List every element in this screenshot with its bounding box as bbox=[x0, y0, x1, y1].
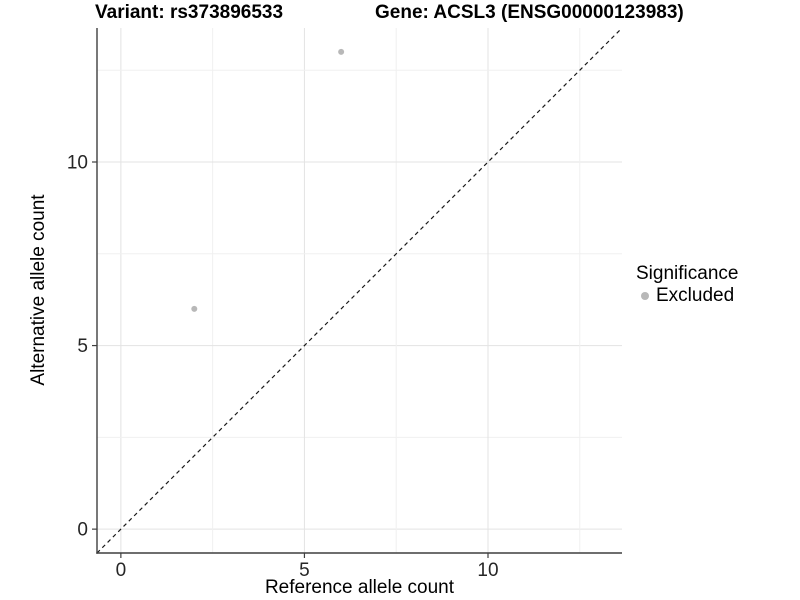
y-tick-label: 0 bbox=[77, 520, 88, 541]
legend: Significance Excluded bbox=[636, 263, 738, 306]
y-tick-label: 5 bbox=[77, 336, 88, 357]
y-tick-label: 10 bbox=[67, 153, 88, 174]
legend-title: Significance bbox=[636, 263, 739, 284]
legend-item-excluded: Excluded bbox=[636, 286, 738, 306]
data-point bbox=[338, 48, 345, 55]
y-axis-title: Alternative allele count bbox=[28, 194, 49, 386]
plot-title-variant: Variant: rs373896533 bbox=[95, 2, 284, 23]
x-tick-label: 5 bbox=[299, 560, 310, 581]
legend-item-label: Excluded bbox=[656, 285, 735, 306]
x-tick-label: 0 bbox=[116, 560, 127, 581]
data-point bbox=[191, 305, 198, 312]
plot-title-gene: Gene: ACSL3 (ENSG00000123983) bbox=[375, 2, 684, 23]
excluded-point-marker-icon bbox=[641, 292, 649, 300]
x-tick-label: 10 bbox=[477, 560, 498, 581]
identity-reference-line bbox=[96, 27, 623, 554]
x-axis-title: Reference allele count bbox=[264, 577, 455, 598]
